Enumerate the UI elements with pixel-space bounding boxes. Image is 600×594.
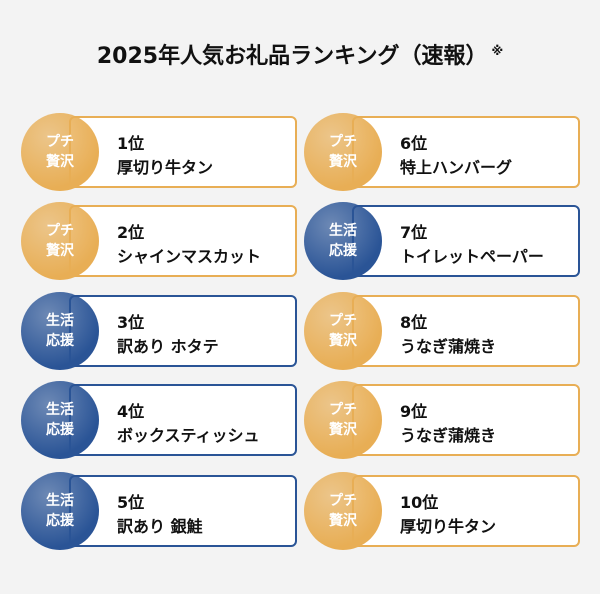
badge-text: 生活	[46, 313, 74, 329]
item-name: シャインマスカット	[117, 247, 262, 266]
badge: 生活 応援	[21, 381, 99, 459]
badge: プチ 贅沢	[21, 202, 99, 280]
rank: 6位	[400, 134, 428, 153]
badge: 生活 応援	[21, 472, 99, 550]
badge-text: プチ	[329, 313, 357, 329]
badge-text: 応援	[46, 422, 74, 438]
item-name: 訳あり 銀鮭	[117, 517, 203, 536]
item-name: トイレットペーパー	[400, 247, 544, 266]
badge: プチ 贅沢	[304, 113, 382, 191]
item-card	[69, 116, 297, 188]
item-card	[69, 295, 297, 367]
badge-text: 贅沢	[329, 513, 357, 529]
rank: 1位	[117, 134, 145, 153]
badge-text: プチ	[329, 134, 357, 150]
badge: プチ 贅沢	[21, 113, 99, 191]
item-name: 特上ハンバーグ	[400, 158, 513, 177]
badge-text: プチ	[329, 402, 357, 418]
badge-text: 贅沢	[46, 243, 74, 259]
badge-text: 贅沢	[329, 422, 357, 438]
badge-text: 生活	[46, 493, 74, 509]
item-card	[352, 295, 580, 367]
badge-text: 贅沢	[329, 154, 357, 170]
badge-text: プチ	[329, 493, 357, 509]
badge-text: プチ	[46, 134, 74, 150]
title-row: 2025年人気お礼品ランキング（速報） ※	[0, 38, 600, 70]
item-name: 厚切り牛タン	[400, 517, 497, 536]
item-card	[69, 384, 297, 456]
note: ※	[491, 43, 504, 58]
rank: 8位	[400, 313, 428, 332]
item-name: うなぎ蒲焼き	[400, 426, 497, 445]
rank: 2位	[117, 223, 145, 242]
rank: 10位	[400, 493, 439, 512]
badge: プチ 贅沢	[304, 472, 382, 550]
badge: プチ 贅沢	[304, 292, 382, 370]
badge-text: 贅沢	[46, 154, 74, 170]
badge-text: 生活	[329, 223, 357, 239]
rank: 7位	[400, 223, 428, 242]
badge-text: 応援	[46, 333, 74, 349]
badge-text: 応援	[46, 513, 74, 529]
rank: 3位	[117, 313, 145, 332]
item-name: 厚切り牛タン	[117, 158, 214, 177]
item-card	[352, 475, 580, 547]
rank: 4位	[117, 402, 145, 421]
rank: 5位	[117, 493, 145, 512]
item-card	[69, 205, 297, 277]
badge-text: 生活	[46, 402, 74, 418]
item-name: 訳あり ホタテ	[117, 337, 219, 356]
item-card	[352, 116, 580, 188]
item-name: うなぎ蒲焼き	[400, 337, 497, 356]
badge: プチ 贅沢	[304, 381, 382, 459]
item-name: ボックスティッシュ	[117, 426, 260, 445]
rank: 9位	[400, 402, 428, 421]
badge: 生活 応援	[304, 202, 382, 280]
badge-text: 応援	[329, 243, 357, 259]
badge: 生活 応援	[21, 292, 99, 370]
badge-text: プチ	[46, 223, 74, 239]
title: 2025年人気お礼品ランキング（速報）	[96, 44, 488, 69]
badge-text: 贅沢	[329, 333, 357, 349]
